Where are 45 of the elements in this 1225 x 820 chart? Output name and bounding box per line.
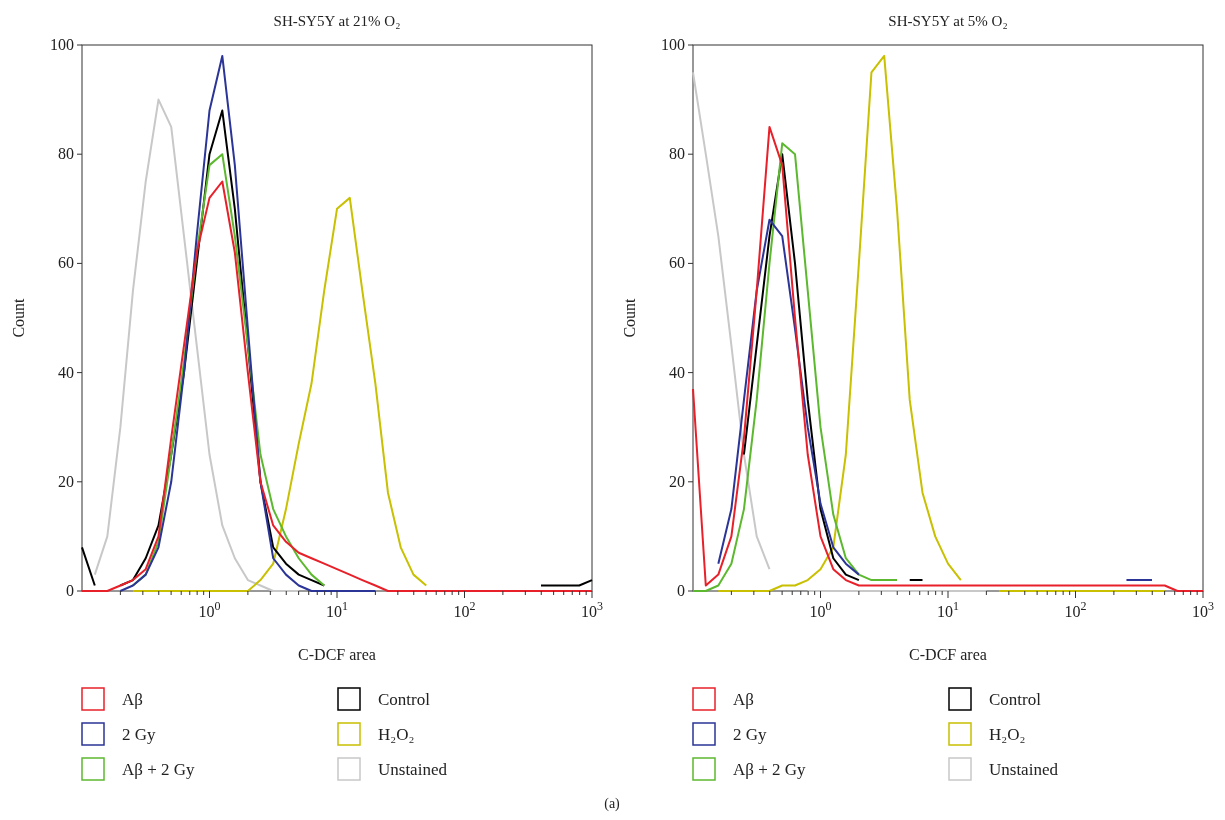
- y-tick-label: 0: [66, 582, 74, 599]
- x-tick-label: 10$^{0}$: [198, 599, 221, 620]
- y-tick-label: 0: [677, 582, 685, 599]
- legend-label: 2 Gy: [733, 725, 768, 744]
- y-tick-label: 80: [669, 145, 685, 163]
- y-axis-title: Count: [621, 297, 638, 338]
- x-tick-label: 10$^{3}$: [1192, 599, 1214, 620]
- legend-label: Aβ: [733, 690, 754, 709]
- y-tick-label: 40: [58, 363, 74, 381]
- legend-label: Aβ + 2 Gy: [733, 760, 807, 779]
- x-axis-title: C-DCF area: [298, 646, 376, 663]
- legend-label: H₂O₂: [378, 725, 415, 744]
- line-series: [81, 180, 593, 592]
- chart-title: SH-SY5Y at 5% O₂: [888, 13, 1008, 29]
- x-tick-label: 10$^{2}$: [453, 599, 476, 620]
- legend-label: 2 Gy: [122, 725, 157, 744]
- y-tick-label: 20: [58, 472, 74, 490]
- legend-label: Aβ: [122, 690, 143, 709]
- y-tick-label: 40: [669, 363, 685, 381]
- legend-label: H₂O₂: [989, 725, 1026, 744]
- legend-label: Unstained: [989, 760, 1059, 779]
- line-series: [692, 142, 898, 592]
- line-series: [93, 98, 300, 592]
- line-series: [131, 196, 428, 592]
- y-tick-label: 60: [58, 254, 74, 272]
- y-axis-title: Count: [10, 297, 27, 338]
- x-tick-label: 10$^{0}$: [809, 599, 832, 620]
- y-tick-label: 100: [661, 36, 685, 53]
- text: (a): [604, 796, 621, 812]
- x-tick-label: 10$^{3}$: [581, 599, 603, 620]
- legend-label: Aβ + 2 Gy: [122, 760, 196, 779]
- line-series: [119, 54, 377, 592]
- y-tick-label: 20: [669, 472, 685, 490]
- x-tick-label: 10$^{2}$: [1064, 599, 1087, 620]
- legend-label: Unstained: [378, 760, 448, 779]
- chart-title: SH-SY5Y at 21% O₂: [273, 13, 401, 29]
- x-axis-title: C-DCF area: [909, 646, 987, 663]
- x-tick-label: 10$^{1}$: [937, 599, 959, 620]
- y-tick-label: 60: [669, 254, 685, 272]
- legend-label: Control: [378, 690, 431, 709]
- line-series: [692, 125, 1204, 592]
- y-tick-label: 80: [58, 145, 74, 163]
- legend-label: Control: [989, 690, 1042, 709]
- y-tick-label: 100: [50, 36, 74, 53]
- x-tick-label: 10$^{1}$: [326, 599, 348, 620]
